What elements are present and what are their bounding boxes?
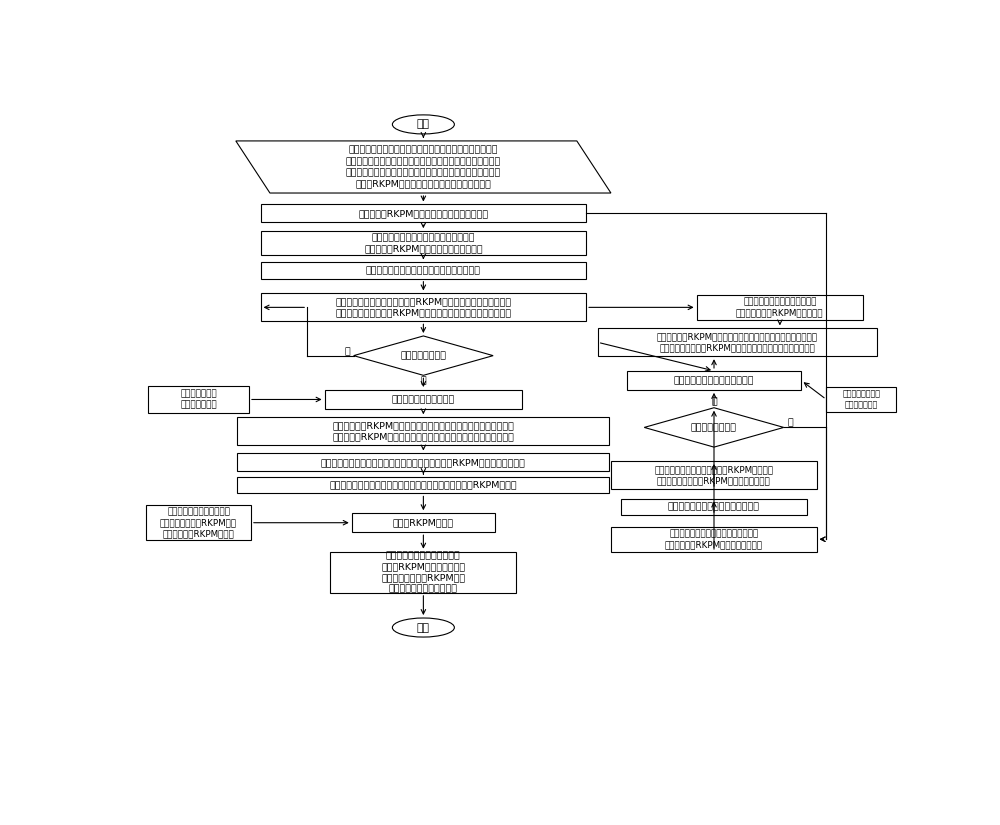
Text: 否: 否: [345, 347, 350, 356]
FancyBboxPatch shape: [611, 526, 817, 552]
FancyBboxPatch shape: [697, 295, 863, 320]
Text: 用各节点影响域内的节点温度参
数值求高斯点的RKPM真实温度值: 用各节点影响域内的节点温度参 数值求高斯点的RKPM真实温度值: [736, 297, 824, 318]
Text: 高斯点是否遍历完: 高斯点是否遍历完: [400, 351, 446, 361]
Text: 计算热变形位移的重构核近似形函数及其导数: 计算热变形位移的重构核近似形函数及其导数: [366, 266, 481, 275]
Text: 找出高斯点影响域内的节点，并利用可视
性准则处理RKPM热变形位移场的非连续性: 找出高斯点影响域内的节点，并利用可视 性准则处理RKPM热变形位移场的非连续性: [364, 233, 483, 253]
Text: 开始: 开始: [417, 120, 430, 130]
Polygon shape: [236, 141, 611, 193]
Text: 找出高斯点影响域内的节点，并利用可
视性准则处理RKPM温度场的非连续性: 找出高斯点影响域内的节点，并利用可 视性准则处理RKPM温度场的非连续性: [665, 529, 763, 549]
FancyBboxPatch shape: [261, 294, 586, 321]
FancyBboxPatch shape: [621, 498, 807, 515]
FancyBboxPatch shape: [146, 505, 251, 540]
FancyBboxPatch shape: [261, 205, 586, 222]
Text: 计算温度重构核近似形函数及其导数: 计算温度重构核近似形函数及其导数: [668, 502, 760, 512]
Text: 用各高斯点影响域内的节点热变形位移参数值求高斯点的RKPM应力值: 用各高斯点影响域内的节点热变形位移参数值求高斯点的RKPM应力值: [330, 481, 517, 490]
Text: 罚函数法处理位
移本质边界条件: 罚函数法处理位 移本质边界条件: [180, 389, 217, 409]
Text: 组建系统总的RKPM力刚度矩阵和力载荷列向量，建立各向异性材料
结构无网格RKPM热应力离散控制方程并求解节点热变形位移参数值: 组建系统总的RKPM力刚度矩阵和力载荷列向量，建立各向异性材料 结构无网格RKP…: [332, 422, 514, 441]
Text: 对计算结果进行后处理，包括
无网格RKPM计算结果输出和
云图，以及无网格RKPM结果
和有限元解、参考解的对比: 对计算结果进行后处理，包括 无网格RKPM计算结果输出和 云图，以及无网格RKP…: [381, 551, 465, 593]
Text: 结束: 结束: [417, 623, 430, 633]
FancyBboxPatch shape: [611, 461, 817, 489]
FancyBboxPatch shape: [237, 417, 609, 446]
Text: 输入各向异性材料属性（主导热系数、主弹性模量、主泊松
比、剪切模量、主热膨胀系数、热导率正交各向异性因子、热
膨胀正交各向异性因子、主次泊松比因子、材料方向角等: 输入各向异性材料属性（主导热系数、主弹性模量、主泊松 比、剪切模量、主热膨胀系数…: [346, 146, 501, 188]
Polygon shape: [354, 336, 493, 375]
Text: 罚函数法处理第一
类传热边界条件: 罚函数法处理第一 类传热边界条件: [842, 389, 880, 409]
FancyBboxPatch shape: [325, 390, 522, 409]
Ellipse shape: [392, 618, 454, 637]
FancyBboxPatch shape: [148, 386, 249, 412]
FancyBboxPatch shape: [330, 552, 516, 593]
Text: 生成无网格RKPM积分背景网格并求高斯点信息: 生成无网格RKPM积分背景网格并求高斯点信息: [358, 209, 488, 218]
Text: 高斯点是否遍历完: 高斯点是否遍历完: [691, 423, 737, 432]
Text: 建立各向异性材料结构的无网格RKPM热刚度矩
阵并在影响域内完成RKPM热刚度矩阵的组装: 建立各向异性材料结构的无网格RKPM热刚度矩 阵并在影响域内完成RKPM热刚度矩…: [654, 465, 774, 485]
Ellipse shape: [392, 115, 454, 134]
FancyBboxPatch shape: [598, 328, 877, 356]
Polygon shape: [644, 408, 784, 447]
Text: 否: 否: [787, 417, 793, 427]
Text: 用各节点影响域内的节点热变形位移参数值求节点的RKPM真实热变形位移值: 用各节点影响域内的节点热变形位移参数值求节点的RKPM真实热变形位移值: [321, 458, 526, 467]
FancyBboxPatch shape: [237, 454, 609, 471]
Text: 组建系统总的RKPM热刚度矩阵和温度载荷列向量，建立各向异性
材料结构传热无网格RKPM离散控制方程并求解节点温度参数值: 组建系统总的RKPM热刚度矩阵和温度载荷列向量，建立各向异性 材料结构传热无网格…: [657, 332, 818, 352]
Text: 逐个施加其他类型传热边界条件: 逐个施加其他类型传热边界条件: [674, 376, 754, 385]
FancyBboxPatch shape: [826, 387, 896, 412]
Text: 节点的RKPM应力值: 节点的RKPM应力值: [393, 518, 454, 527]
FancyBboxPatch shape: [627, 371, 801, 390]
Text: 是: 是: [420, 376, 426, 385]
FancyBboxPatch shape: [261, 262, 586, 279]
Text: 逐个搜索节点影响域内的高
斯点，用高斯点的RKPM应力
值拟合节点的RKPM应力值: 逐个搜索节点影响域内的高 斯点，用高斯点的RKPM应力 值拟合节点的RKPM应力…: [160, 507, 237, 538]
FancyBboxPatch shape: [261, 231, 586, 255]
Text: 施加力边界条件和力载荷: 施加力边界条件和力载荷: [392, 395, 455, 404]
FancyBboxPatch shape: [352, 513, 495, 532]
Text: 建立各向异性材料结构的无网格RKPM力刚度矩阵和温差载荷列向
量，并在影响域内完成RKPM力刚度矩阵和温差载荷列向量的组装: 建立各向异性材料结构的无网格RKPM力刚度矩阵和温差载荷列向 量，并在影响域内完…: [335, 297, 511, 318]
Text: 是: 是: [711, 398, 717, 407]
FancyBboxPatch shape: [237, 477, 609, 493]
